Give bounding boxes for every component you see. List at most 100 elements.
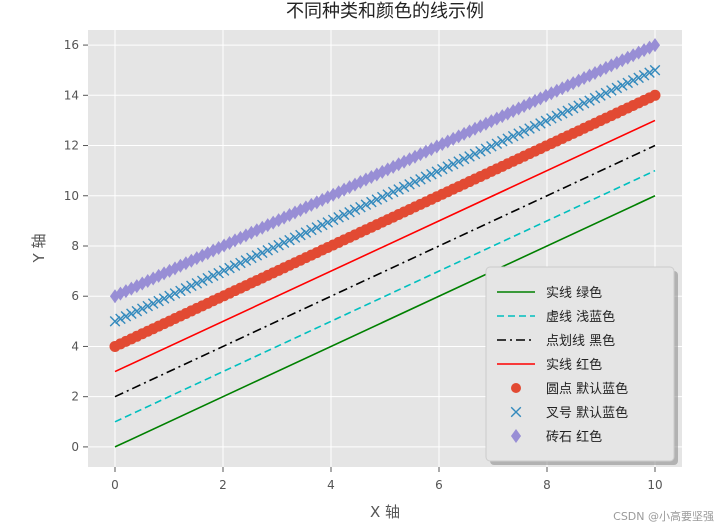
data-point (426, 168, 437, 180)
series-7 (109, 38, 661, 304)
data-point (349, 204, 361, 216)
data-point (420, 171, 432, 183)
y-axis-ticks: 0 2 4 6 8 10 12 14 16 (64, 38, 88, 454)
series-6 (109, 64, 661, 327)
data-point (328, 187, 339, 202)
data-point (360, 199, 372, 210)
data-point (289, 205, 301, 220)
data-point (546, 113, 557, 124)
data-point (322, 190, 333, 205)
data-point (431, 139, 442, 154)
data-point (524, 123, 535, 134)
data-point (447, 158, 459, 170)
data-point (382, 162, 393, 177)
data-point (311, 222, 323, 233)
data-point (633, 72, 644, 84)
data-point (224, 262, 235, 274)
data-point (442, 134, 453, 149)
data-point (126, 308, 137, 320)
series-line (114, 169, 656, 423)
data-point (398, 181, 410, 193)
data-point (595, 63, 606, 78)
data-point (196, 275, 208, 287)
data-point (306, 224, 317, 236)
data-point (638, 69, 650, 81)
data-point (469, 121, 481, 136)
data-point (109, 316, 121, 327)
data-point (464, 151, 475, 162)
legend-swatch-marker (510, 406, 522, 418)
data-point (448, 131, 459, 146)
data-point (246, 225, 257, 240)
data-point (240, 255, 252, 266)
data-point (540, 115, 552, 127)
y-tick-label: 0 (71, 440, 79, 454)
data-point (316, 219, 328, 231)
data-point (387, 186, 399, 198)
data-point (284, 208, 295, 223)
data-point (404, 152, 415, 167)
series-line (114, 195, 656, 448)
data-point (388, 159, 399, 174)
data-point (507, 130, 519, 142)
data-point (627, 75, 639, 86)
data-point (491, 111, 502, 126)
data-point (409, 149, 421, 164)
data-point (164, 290, 175, 302)
y-tick-label: 12 (64, 139, 79, 153)
data-point (186, 253, 197, 268)
data-point (344, 206, 355, 218)
y-tick-label: 16 (64, 38, 79, 52)
legend-label: 实线 红色 (546, 357, 602, 373)
data-point (513, 128, 524, 139)
data-point (393, 184, 404, 195)
data-point (578, 97, 590, 109)
x-tick-label: 0 (111, 478, 119, 492)
data-point (649, 64, 661, 76)
series-5 (109, 89, 661, 352)
data-point (175, 285, 186, 297)
data-point (649, 38, 661, 53)
data-point (616, 80, 628, 91)
data-point (311, 195, 322, 210)
data-point (562, 105, 574, 117)
data-point (295, 229, 306, 241)
data-point (567, 102, 579, 114)
data-point (251, 250, 263, 261)
y-tick-label: 8 (71, 239, 79, 253)
data-point (169, 288, 181, 299)
y-tick-label: 6 (71, 289, 79, 303)
legend-label: 实线 绿色 (546, 285, 602, 301)
legend-item-2: 虚线 浅蓝色 (497, 309, 615, 325)
data-point (251, 223, 262, 238)
data-point (273, 213, 284, 228)
y-tick-label: 2 (71, 390, 79, 404)
y-tick-label: 4 (71, 339, 79, 353)
data-point (327, 214, 339, 226)
data-point (431, 166, 443, 177)
legend-label: 点划线 黑色 (546, 333, 615, 349)
data-point (136, 303, 148, 314)
data-point (382, 189, 394, 200)
series-line (114, 119, 656, 373)
data-point (186, 280, 197, 292)
legend-swatch-marker (510, 429, 522, 443)
x-tick-label: 8 (543, 478, 551, 492)
x-tick-label: 6 (435, 478, 443, 492)
data-point (458, 153, 470, 165)
legend-label: 圆点 默认蓝色 (546, 381, 628, 397)
data-point (366, 196, 377, 208)
data-point (273, 239, 284, 251)
data-point (300, 227, 312, 238)
data-point (442, 161, 454, 172)
y-tick-label: 10 (64, 189, 79, 203)
data-point (393, 157, 404, 172)
legend-label: 叉号 默认蓝色 (546, 405, 628, 421)
data-point (262, 245, 274, 256)
data-point (256, 247, 268, 259)
data-point (611, 82, 623, 94)
data-point (235, 257, 246, 269)
data-point (644, 67, 655, 79)
data-point (518, 125, 530, 137)
